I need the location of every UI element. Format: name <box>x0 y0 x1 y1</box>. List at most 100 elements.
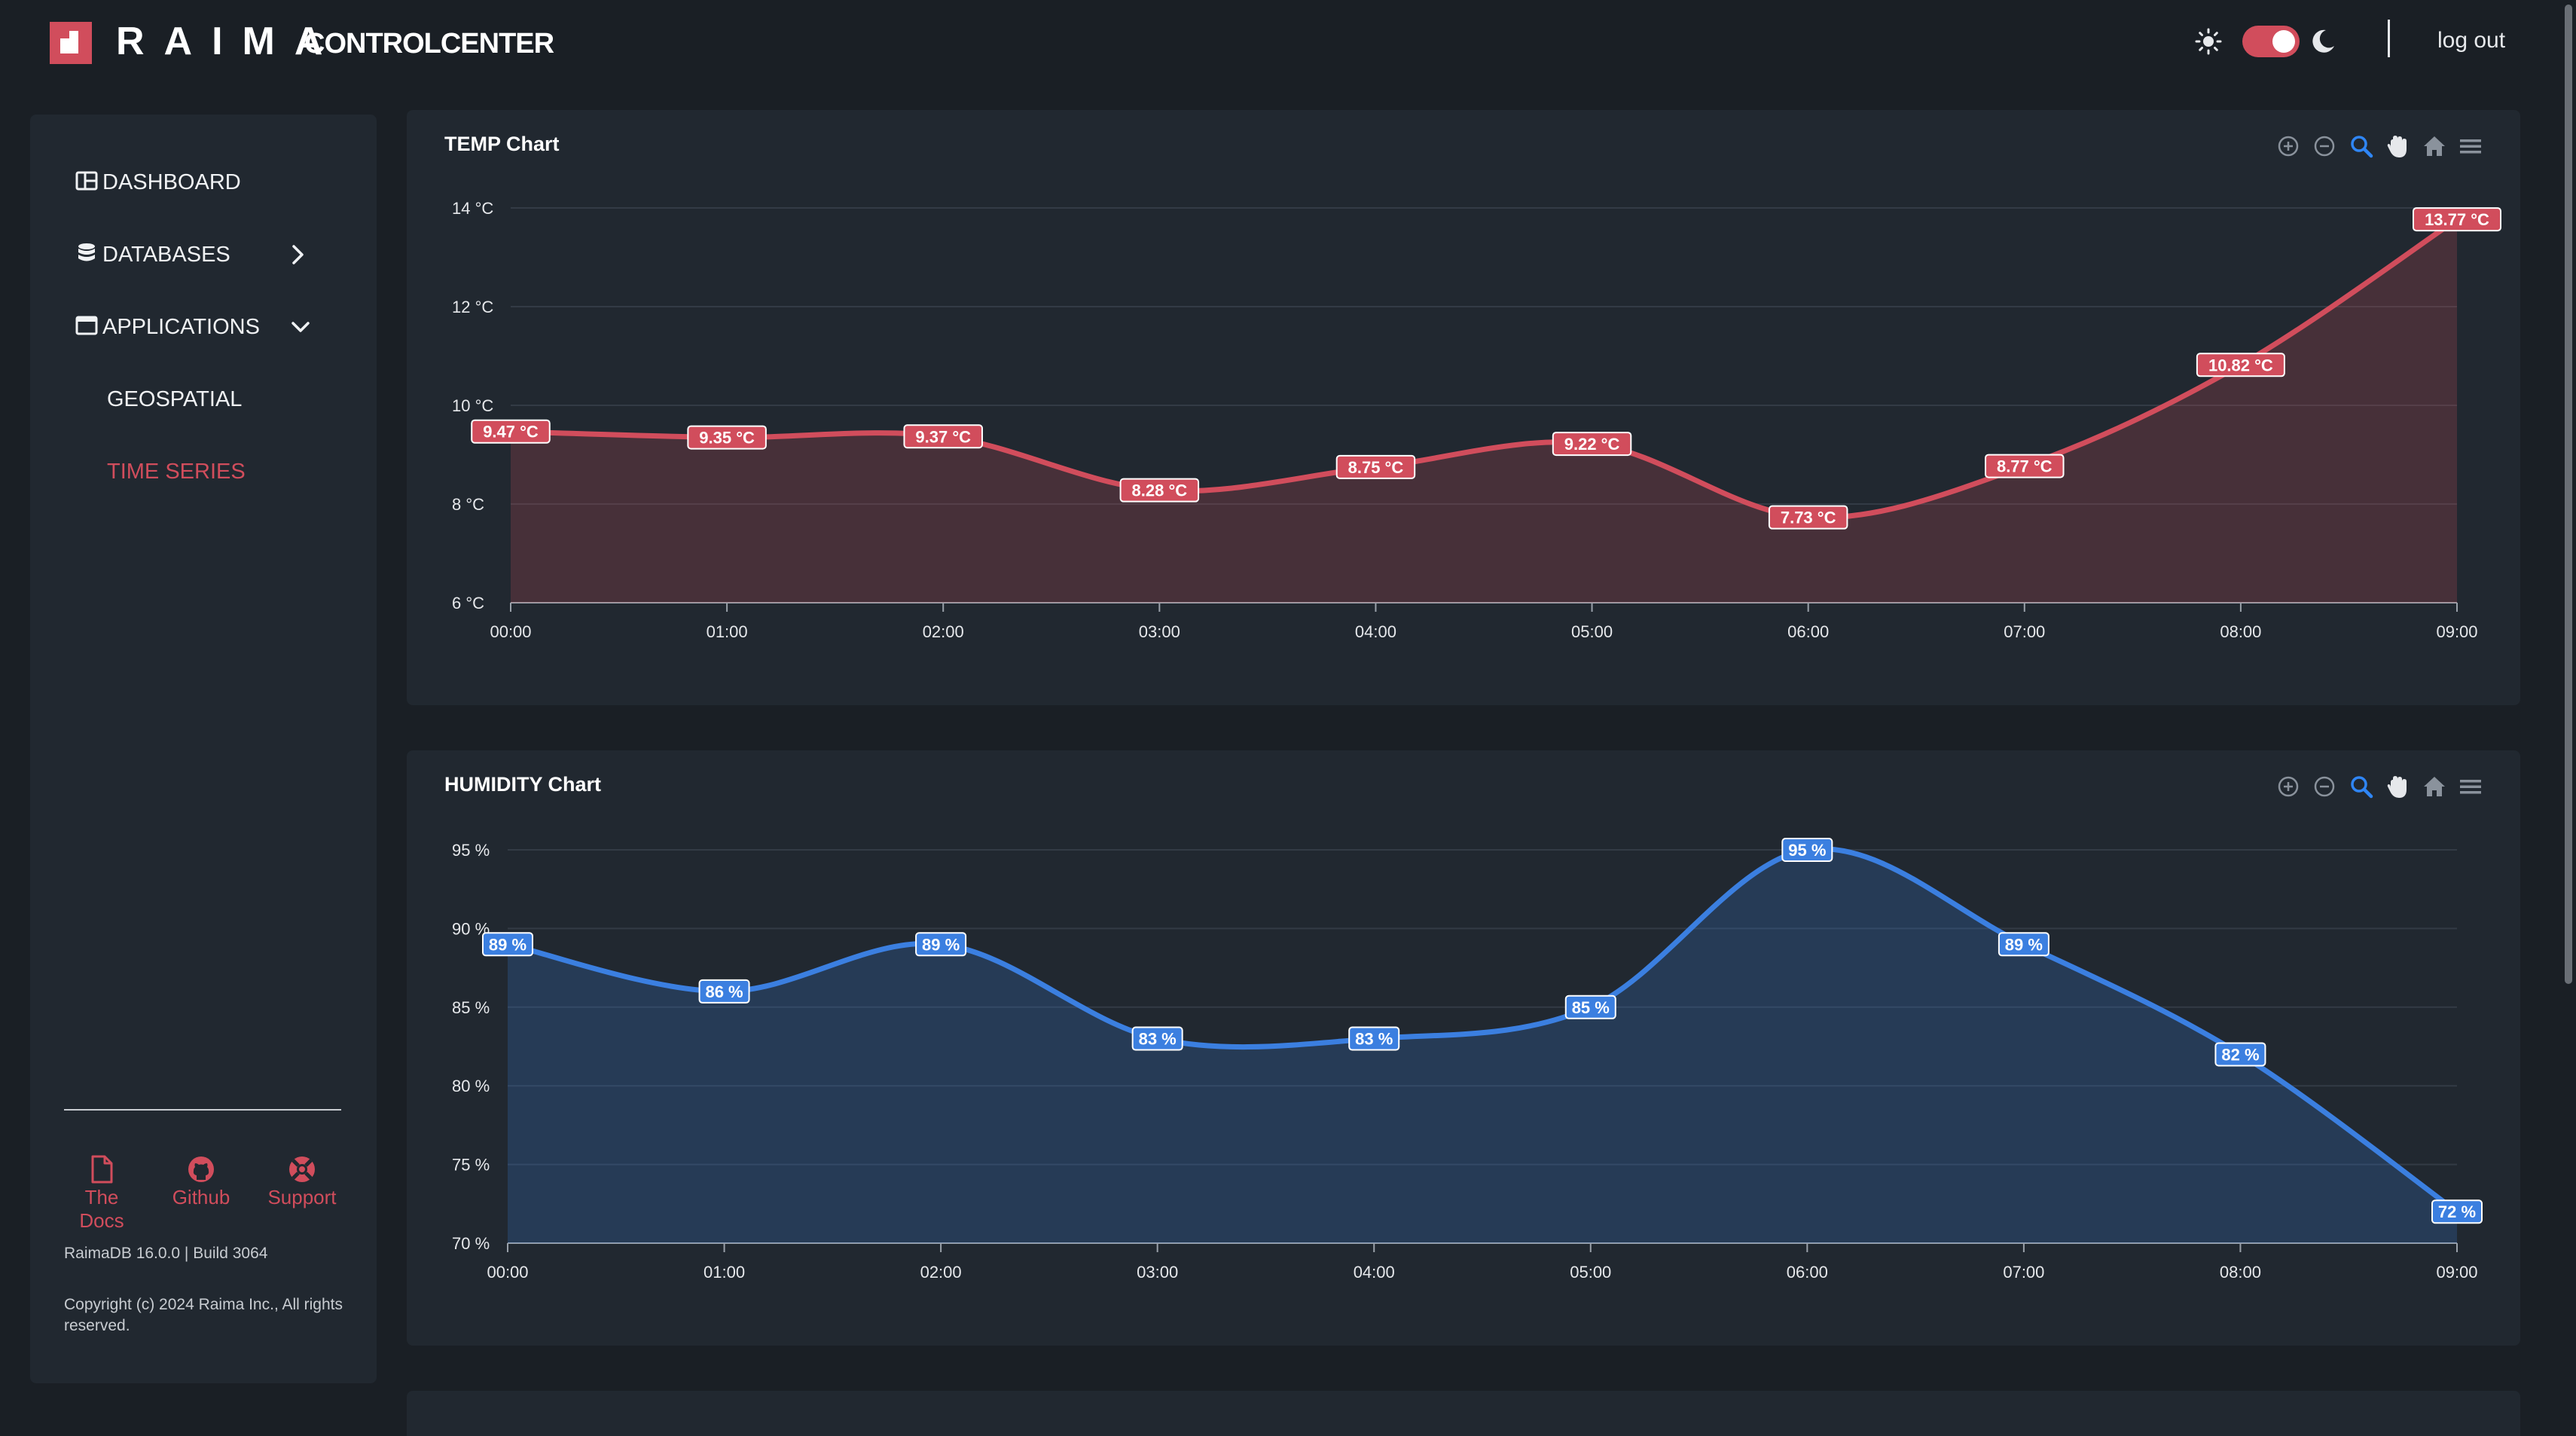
zoom-select-icon[interactable] <box>2348 773 2375 800</box>
chevron-down-icon[interactable] <box>289 316 312 338</box>
y-tick-label: 75 % <box>452 1156 490 1175</box>
sidebar-item-dashboard[interactable]: DASHBOARD <box>75 167 241 197</box>
data-label: 89 % <box>915 932 967 957</box>
data-label-text: 8.28 °C <box>1132 481 1188 500</box>
raima-logo-icon <box>50 22 92 64</box>
data-label-box <box>1564 995 1616 1019</box>
chart-toolbar <box>2269 773 2484 803</box>
zoom-select-icon[interactable] <box>2348 133 2375 160</box>
moon-icon <box>2312 29 2334 53</box>
y-tick-label: 70 % <box>452 1234 490 1253</box>
series-line <box>510 217 2458 521</box>
zoom-out-icon[interactable] <box>2311 773 2338 800</box>
dashboard-icon <box>75 171 98 191</box>
data-label-box <box>2413 207 2501 232</box>
data-label: 9.47 °C <box>471 419 551 444</box>
x-tick-label: 08:00 <box>2220 622 2261 641</box>
data-label: 10.82 °C <box>2196 353 2285 377</box>
data-label: 8.77 °C <box>1985 454 2065 478</box>
data-label-text: 10.82 °C <box>2208 356 2273 374</box>
x-tick-label: 05:00 <box>1570 1263 1611 1282</box>
data-label-text: 8.75 °C <box>1348 458 1404 477</box>
zoom-in-icon[interactable] <box>2275 133 2302 160</box>
data-label-text: 89 % <box>922 935 960 954</box>
sidebar-divider <box>64 1109 341 1111</box>
x-tick-label: 00:00 <box>490 622 531 641</box>
data-label-text: 89 % <box>489 935 526 954</box>
zoom-in-icon[interactable] <box>2275 773 2302 800</box>
sidebar-item-databases[interactable]: DATABASES <box>75 240 230 270</box>
y-tick-label: 85 % <box>452 998 490 1017</box>
data-label-box <box>687 425 767 450</box>
sidebar-subitem-time-series[interactable]: TIME SERIES <box>107 460 246 484</box>
series-area <box>508 848 2457 1243</box>
header-divider <box>2388 20 2390 57</box>
pan-hand-icon[interactable] <box>2384 133 2411 160</box>
data-label-box <box>1131 1026 1183 1051</box>
dark-mode-toggle[interactable] <box>2242 26 2300 57</box>
data-label-text: 85 % <box>1572 998 1610 1017</box>
brand-name: RAIMA <box>116 20 343 63</box>
y-tick-label: 80 % <box>452 1077 490 1095</box>
chevron-right-icon[interactable] <box>286 243 309 266</box>
data-label: 9.22 °C <box>1552 432 1632 457</box>
data-label-text: 9.22 °C <box>1564 435 1620 454</box>
chart-toolbar <box>2269 133 2484 163</box>
sidebar-item-label: DASHBOARD <box>102 170 241 194</box>
menu-icon[interactable] <box>2457 773 2484 800</box>
x-tick-label: 09:00 <box>2436 1263 2477 1282</box>
data-label: 8.28 °C <box>1119 478 1200 503</box>
data-label-text: 7.73 °C <box>1781 509 1836 527</box>
theme-switch[interactable] <box>2192 23 2334 60</box>
third-chart-card <box>407 1391 2520 1436</box>
data-label-text: 83 % <box>1139 1030 1177 1049</box>
chart-title: TEMP Chart <box>444 133 560 155</box>
home-reset-icon[interactable] <box>2421 773 2448 800</box>
data-label-text: 8.77 °C <box>1997 457 2053 476</box>
x-tick-label: 01:00 <box>704 1263 745 1282</box>
menu-icon[interactable] <box>2457 133 2484 160</box>
docs-link[interactable]: The Docs <box>60 1154 143 1233</box>
document-icon <box>91 1155 113 1184</box>
series-line <box>507 846 2459 1214</box>
data-label: 95 % <box>1781 838 1833 862</box>
data-label: 83 % <box>1131 1026 1183 1051</box>
x-tick-label: 06:00 <box>1787 622 1829 641</box>
data-label-text: 95 % <box>1788 841 1826 860</box>
data-label-box <box>2196 353 2285 377</box>
github-link[interactable]: Github <box>167 1154 235 1209</box>
data-label-box <box>1781 838 1833 862</box>
data-label: 89 % <box>482 932 533 957</box>
data-label-box <box>1119 478 1200 503</box>
chart-title: HUMIDITY Chart <box>444 773 602 796</box>
x-tick-label: 04:00 <box>1354 1263 1395 1282</box>
zoom-out-icon[interactable] <box>2311 133 2338 160</box>
humidity-chart-card: 70 % 75 % 80 % 85 % 90 % 95 % 00:00 01:00 02:00 0… <box>407 750 2520 1346</box>
series-area <box>511 219 2457 603</box>
sidebar-subitem-geospatial[interactable]: GEOSPATIAL <box>107 387 243 411</box>
x-tick-label: 06:00 <box>1787 1263 1828 1282</box>
support-link[interactable]: Support <box>261 1154 343 1209</box>
x-tick-label: 04:00 <box>1355 622 1396 641</box>
page-scrollbar[interactable] <box>2561 0 2576 1419</box>
humidity-chart[interactable]: 70 %75 %80 %85 %90 %95 %00:00 01:00 02:00 0… <box>407 750 2520 1346</box>
pan-hand-icon[interactable] <box>2384 773 2411 800</box>
temp-chart[interactable]: 6 °C 8 °C 10 °C 12 °C 14 °C 00:00 01:00 02:00 03… <box>407 110 2520 705</box>
data-label-box <box>471 419 551 444</box>
data-label-text: 82 % <box>2221 1045 2259 1064</box>
x-tick-label: 03:00 <box>1137 1263 1178 1282</box>
data-label-box <box>1768 505 1848 530</box>
github-icon <box>188 1156 214 1182</box>
top-header: RAIMA CONTROLCENTER log out <box>0 0 2576 83</box>
data-label: 7.73 °C <box>1768 505 1848 530</box>
sidebar-item-applications[interactable]: APPLICATIONS <box>75 312 260 342</box>
docs-link-label: The Docs <box>79 1186 124 1232</box>
logout-button[interactable]: log out <box>2437 28 2506 53</box>
github-link-label: Github <box>172 1186 230 1208</box>
data-label: 82 % <box>2214 1042 2266 1067</box>
data-label: 9.37 °C <box>903 424 983 449</box>
data-label-box <box>2214 1042 2266 1067</box>
data-label-box <box>1335 454 1416 479</box>
home-reset-icon[interactable] <box>2421 133 2448 160</box>
scrollbar-thumb[interactable] <box>2565 5 2572 984</box>
